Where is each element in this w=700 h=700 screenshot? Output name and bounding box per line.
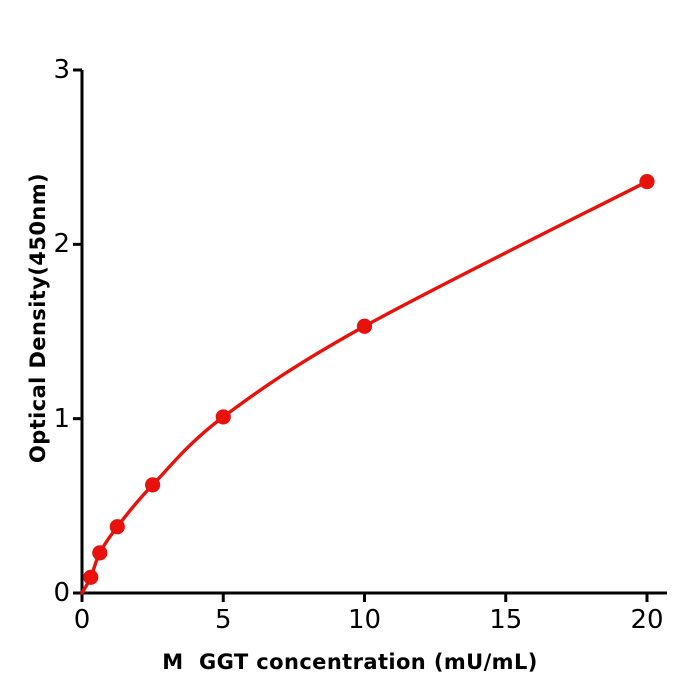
data-point-marker [92,545,108,561]
y-tick-label: 0 [53,578,70,608]
series-data-markers [83,173,655,585]
x-axis-title: M GGT concentration (mU/mL) [162,650,538,674]
data-point-marker [109,519,125,535]
x-tick-label: 10 [347,605,382,635]
y-tick-label: 1 [53,403,70,434]
y-tick-label: 3 [53,55,70,85]
x-tick-label: 20 [630,605,664,635]
data-point-marker [639,173,655,190]
data-point-marker [83,569,99,585]
y-tick-label: 2 [53,229,70,260]
y-axis-ticks [73,68,82,595]
x-tick-label: 15 [489,605,523,635]
data-point-marker [145,477,161,493]
x-tick-label: 5 [214,605,232,635]
axes-group [80,70,667,595]
y-axis-title: Optical Density(450nm) [26,173,50,463]
series-curve-line [80,179,649,595]
x-tick-label: 0 [73,605,91,635]
data-point-marker [356,318,373,334]
data-point-marker [215,409,231,425]
